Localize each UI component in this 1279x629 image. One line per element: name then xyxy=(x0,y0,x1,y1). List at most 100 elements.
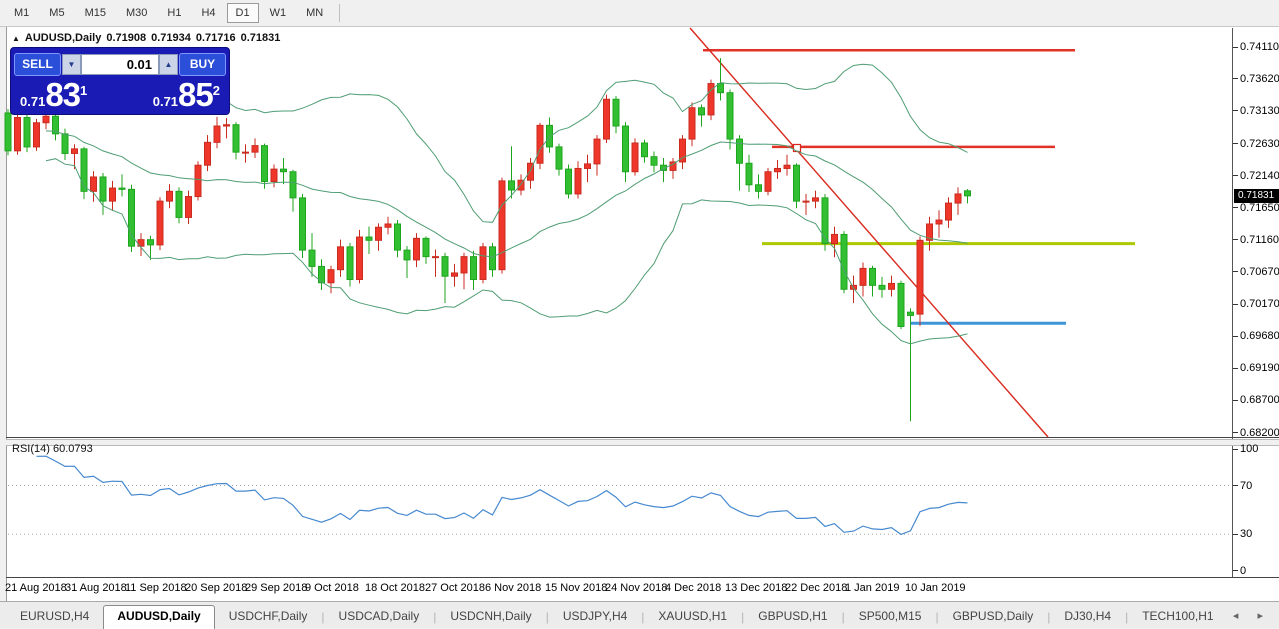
price-axis-label: 0.71160 xyxy=(1240,233,1279,246)
volume-decrease-button[interactable]: ▼ xyxy=(62,53,81,75)
price-axis-tick xyxy=(1233,78,1238,80)
tab-separator: | xyxy=(545,610,549,624)
timeframe-button-h1[interactable]: H1 xyxy=(158,3,190,23)
date-axis-label: 21 Aug 2018 xyxy=(5,582,67,594)
price-axis-tick xyxy=(1233,303,1238,305)
date-axis-label: 29 Sep 2018 xyxy=(245,582,308,594)
timeframe-button-w1[interactable]: W1 xyxy=(261,3,296,23)
tab-scroll-arrows[interactable]: ◂ ▸ xyxy=(1232,610,1271,622)
timeframe-button-m15[interactable]: M15 xyxy=(76,3,115,23)
price-axis-label: 0.73130 xyxy=(1240,104,1279,117)
price-axis-tick xyxy=(1233,367,1238,369)
price-axis-tick xyxy=(1233,271,1238,273)
date-axis-label: 31 Aug 2018 xyxy=(65,582,127,594)
price-axis-tick xyxy=(1233,239,1238,241)
chart-tab-usdcnh-daily[interactable]: USDCNH,Daily xyxy=(450,609,532,623)
chart-tab-sp500-m15[interactable]: SP500,M15 xyxy=(858,609,922,623)
price-axis-label: 0.68200 xyxy=(1240,426,1279,439)
indicator-panel-divider[interactable] xyxy=(6,439,1279,446)
tab-separator: | xyxy=(1125,610,1129,624)
date-axis-label: 15 Nov 2018 xyxy=(545,582,608,594)
date-axis-label: 22 Dec 2018 xyxy=(785,582,848,594)
rsi-axis-tick xyxy=(1233,570,1238,572)
tab-separator: | xyxy=(841,610,845,624)
sell-price-display[interactable]: 0.71 83 1 xyxy=(14,78,93,111)
chart-tab-usdcad-daily[interactable]: USDCAD,Daily xyxy=(338,609,420,623)
chart-tab-tech100-h1[interactable]: TECH100,H1 xyxy=(1142,609,1214,623)
price-axis-label: 0.69680 xyxy=(1240,330,1279,343)
tab-separator: | xyxy=(741,610,745,624)
price-axis-tick xyxy=(1233,399,1238,401)
current-price-badge: 0.71831 xyxy=(1234,188,1279,203)
price-axis-label: 0.72140 xyxy=(1240,169,1279,182)
date-axis-label: 20 Sep 2018 xyxy=(185,582,248,594)
date-axis-label: 9 Oct 2018 xyxy=(305,582,359,594)
collapse-panel-triangle-icon[interactable]: ▲ xyxy=(12,33,20,43)
rsi-axis-tick xyxy=(1233,485,1238,487)
date-axis-label: 27 Oct 2018 xyxy=(425,582,485,594)
rsi-axis-tick xyxy=(1233,448,1238,450)
timeframe-button-d1[interactable]: D1 xyxy=(226,3,259,23)
chart-symbol-period: AUDUSD,Daily xyxy=(24,32,102,44)
timeframe-button-mn[interactable]: MN xyxy=(297,3,332,23)
chart-tab-xauusd-h1[interactable]: XAUUSD,H1 xyxy=(658,609,728,623)
rsi-axis-label: 0 xyxy=(1240,564,1247,577)
chart-tab-audusd-daily[interactable]: AUDUSD,Daily xyxy=(103,605,215,629)
price-axis-tick xyxy=(1233,207,1238,209)
date-axis-label: 10 Jan 2019 xyxy=(905,582,966,594)
price-axis-label: 0.69190 xyxy=(1240,362,1279,375)
date-axis-label: 18 Oct 2018 xyxy=(365,582,425,594)
sell-price-prefix: 0.71 xyxy=(20,94,46,109)
chart-tab-usdchf-daily[interactable]: USDCHF,Daily xyxy=(228,609,308,623)
toolbar-separator xyxy=(339,4,341,22)
timeframe-button-h4[interactable]: H4 xyxy=(192,3,224,23)
rsi-indicator-label: RSI(14) 60.0793 xyxy=(12,443,93,455)
rsi-axis-label: 70 xyxy=(1240,479,1253,492)
timeframe-button-m30[interactable]: M30 xyxy=(117,3,156,23)
price-axis-label: 0.74110 xyxy=(1240,41,1279,53)
ohlc-high: 0.71934 xyxy=(151,32,191,44)
chart-tab-usdjpy-h4[interactable]: USDJPY,H4 xyxy=(562,609,628,623)
date-axis-label: 13 Dec 2018 xyxy=(725,582,788,594)
price-axis-tick xyxy=(1233,335,1238,337)
chart-tab-eurusd-h4[interactable]: EURUSD,H4 xyxy=(20,609,90,623)
price-axis-tick xyxy=(1233,46,1238,48)
date-axis-label: 1 Jan 2019 xyxy=(845,582,900,594)
one-click-trading-panel: SELL ▼ ▲ BUY 0.71 83 1 0.71 85 2 xyxy=(10,47,230,115)
price-axis-label: 0.68700 xyxy=(1240,394,1279,407)
timeframe-button-m5[interactable]: M5 xyxy=(40,3,73,23)
sell-price-pip: 1 xyxy=(80,83,88,98)
date-axis-label: 24 Nov 2018 xyxy=(605,582,668,594)
rsi-axis-label: 30 xyxy=(1240,528,1253,541)
volume-increase-button[interactable]: ▲ xyxy=(159,53,178,75)
buy-price-pip: 2 xyxy=(212,83,220,98)
tab-separator: | xyxy=(641,610,645,624)
price-axis-tick xyxy=(1233,432,1238,434)
volume-input[interactable] xyxy=(81,53,159,75)
rsi-axis-label: 100 xyxy=(1240,443,1259,455)
tab-separator: | xyxy=(935,610,939,624)
tab-separator: | xyxy=(1047,610,1051,624)
buy-price-display[interactable]: 0.71 85 2 xyxy=(147,78,226,111)
buy-button[interactable]: BUY xyxy=(179,52,226,76)
chart-tab-gbpusd-daily[interactable]: GBPUSD,Daily xyxy=(952,609,1034,623)
ohlc-low: 0.71716 xyxy=(195,32,236,44)
timeframes-toolbar: M1 M5 M15 M30 H1 H4 D1 W1 MN xyxy=(0,0,1279,27)
price-axis-label: 0.73620 xyxy=(1240,72,1279,85)
price-axis-label: 0.70170 xyxy=(1240,298,1279,311)
main-panel-bottom-border xyxy=(6,437,1279,438)
chart-tab-gbpusd-h1[interactable]: GBPUSD,H1 xyxy=(758,609,828,623)
buy-price-prefix: 0.71 xyxy=(152,94,179,109)
buy-price-main: 85 xyxy=(178,76,214,113)
timeframe-button-m1[interactable]: M1 xyxy=(5,3,38,23)
date-axis-label: 4 Dec 2018 xyxy=(665,582,722,594)
tab-separator: | xyxy=(433,610,437,624)
price-axis-label: 0.71650 xyxy=(1240,201,1279,214)
sell-button[interactable]: SELL xyxy=(14,52,61,76)
rsi-panel-bottom-border xyxy=(6,577,1279,578)
price-axis-label: 0.70670 xyxy=(1240,265,1279,278)
ohlc-close: 0.71831 xyxy=(240,32,281,44)
tab-separator: | xyxy=(321,610,325,624)
chart-tab-dj30-h4[interactable]: DJ30,H4 xyxy=(1064,609,1112,623)
